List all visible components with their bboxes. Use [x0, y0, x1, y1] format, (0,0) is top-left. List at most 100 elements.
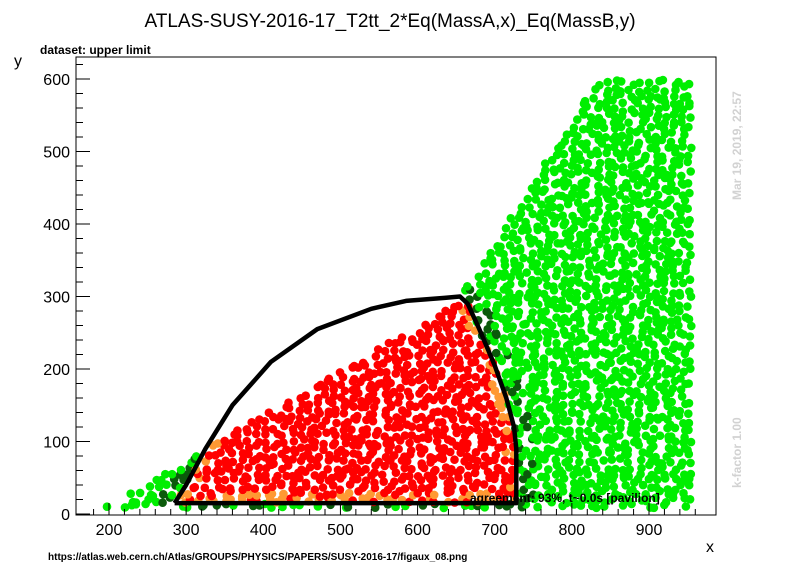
red-point	[405, 400, 415, 409]
light-green-point	[677, 179, 687, 188]
light-green-point	[145, 482, 155, 491]
light-green-point	[500, 232, 509, 242]
red-point	[243, 482, 253, 492]
light-green-point	[648, 434, 658, 444]
light-green-point	[684, 314, 694, 324]
light-green-point	[678, 237, 688, 247]
light-green-point	[534, 300, 543, 309]
red-point	[233, 426, 242, 435]
light-green-point	[618, 163, 628, 172]
red-point	[417, 459, 427, 468]
light-green-point	[486, 248, 496, 258]
light-green-point	[518, 388, 528, 398]
red-point	[368, 410, 378, 419]
light-green-point	[565, 426, 574, 435]
light-green-point	[658, 412, 667, 422]
light-green-point	[655, 251, 665, 261]
light-green-point	[642, 188, 652, 198]
red-point	[335, 485, 345, 495]
light-green-point	[669, 289, 678, 298]
red-point	[371, 352, 381, 361]
red-point	[471, 372, 480, 382]
light-green-point	[615, 431, 624, 440]
light-green-point	[569, 123, 579, 133]
red-point	[367, 380, 376, 390]
light-green-point	[508, 366, 518, 376]
light-green-point	[535, 405, 544, 414]
light-green-point	[655, 431, 665, 441]
red-point	[310, 485, 320, 495]
light-green-point	[653, 279, 662, 289]
red-point	[316, 380, 326, 390]
red-point	[417, 412, 426, 422]
red-point	[426, 453, 435, 462]
light-green-point	[644, 257, 653, 266]
light-green-point	[565, 340, 574, 349]
red-point	[373, 345, 383, 354]
light-green-point	[668, 163, 677, 173]
light-green-point	[525, 203, 534, 212]
red-point	[361, 476, 371, 486]
red-point	[457, 403, 466, 413]
red-point	[282, 471, 291, 481]
red-point	[322, 428, 331, 438]
dark-green-point	[482, 307, 492, 316]
orange-point	[252, 491, 262, 500]
light-green-point	[659, 93, 668, 103]
light-green-point	[523, 329, 533, 338]
light-green-point	[606, 358, 615, 368]
orange-point	[465, 490, 475, 500]
light-green-point	[668, 384, 678, 393]
light-green-point	[528, 249, 538, 258]
light-green-point	[625, 386, 634, 396]
light-green-point	[628, 485, 637, 495]
light-green-point	[555, 372, 564, 382]
red-point	[340, 386, 350, 396]
red-point	[335, 368, 345, 377]
light-green-point	[547, 194, 557, 204]
light-green-point	[618, 501, 628, 510]
light-green-point	[680, 470, 689, 480]
red-point	[336, 445, 346, 455]
red-point	[501, 471, 510, 481]
red-point	[304, 400, 314, 410]
light-green-point	[649, 424, 659, 434]
x-tick-label: 700	[481, 522, 508, 539]
light-green-point	[644, 78, 654, 88]
light-green-point	[618, 107, 628, 116]
red-point	[268, 482, 277, 492]
red-point	[463, 452, 472, 461]
light-green-point	[645, 412, 654, 422]
light-green-point	[577, 476, 586, 486]
light-green-point	[604, 465, 613, 474]
red-point	[213, 476, 223, 485]
light-green-point	[633, 417, 642, 427]
light-green-point	[590, 213, 599, 223]
light-green-point	[601, 478, 610, 487]
light-green-point	[617, 344, 626, 353]
light-green-point	[530, 479, 540, 488]
light-green-point	[566, 331, 576, 341]
light-green-point	[148, 491, 158, 501]
exclusion-contour	[172, 294, 519, 506]
light-green-point	[593, 172, 603, 181]
red-point	[376, 367, 385, 377]
red-point	[477, 432, 486, 442]
light-green-point	[500, 268, 509, 278]
light-green-point	[631, 430, 641, 440]
light-green-point	[574, 150, 584, 159]
light-green-point	[557, 426, 566, 435]
light-green-point	[633, 359, 643, 369]
light-green-point	[657, 359, 667, 368]
red-point	[439, 444, 449, 453]
dark-green-point	[158, 490, 168, 499]
red-point	[202, 465, 212, 474]
red-point	[383, 422, 393, 432]
light-green-point	[667, 323, 676, 333]
light-green-point	[662, 228, 672, 237]
light-green-point	[641, 151, 650, 161]
light-green-point	[582, 393, 592, 402]
dark-green-point	[516, 498, 526, 507]
light-green-point	[582, 235, 592, 244]
red-point	[196, 491, 205, 501]
